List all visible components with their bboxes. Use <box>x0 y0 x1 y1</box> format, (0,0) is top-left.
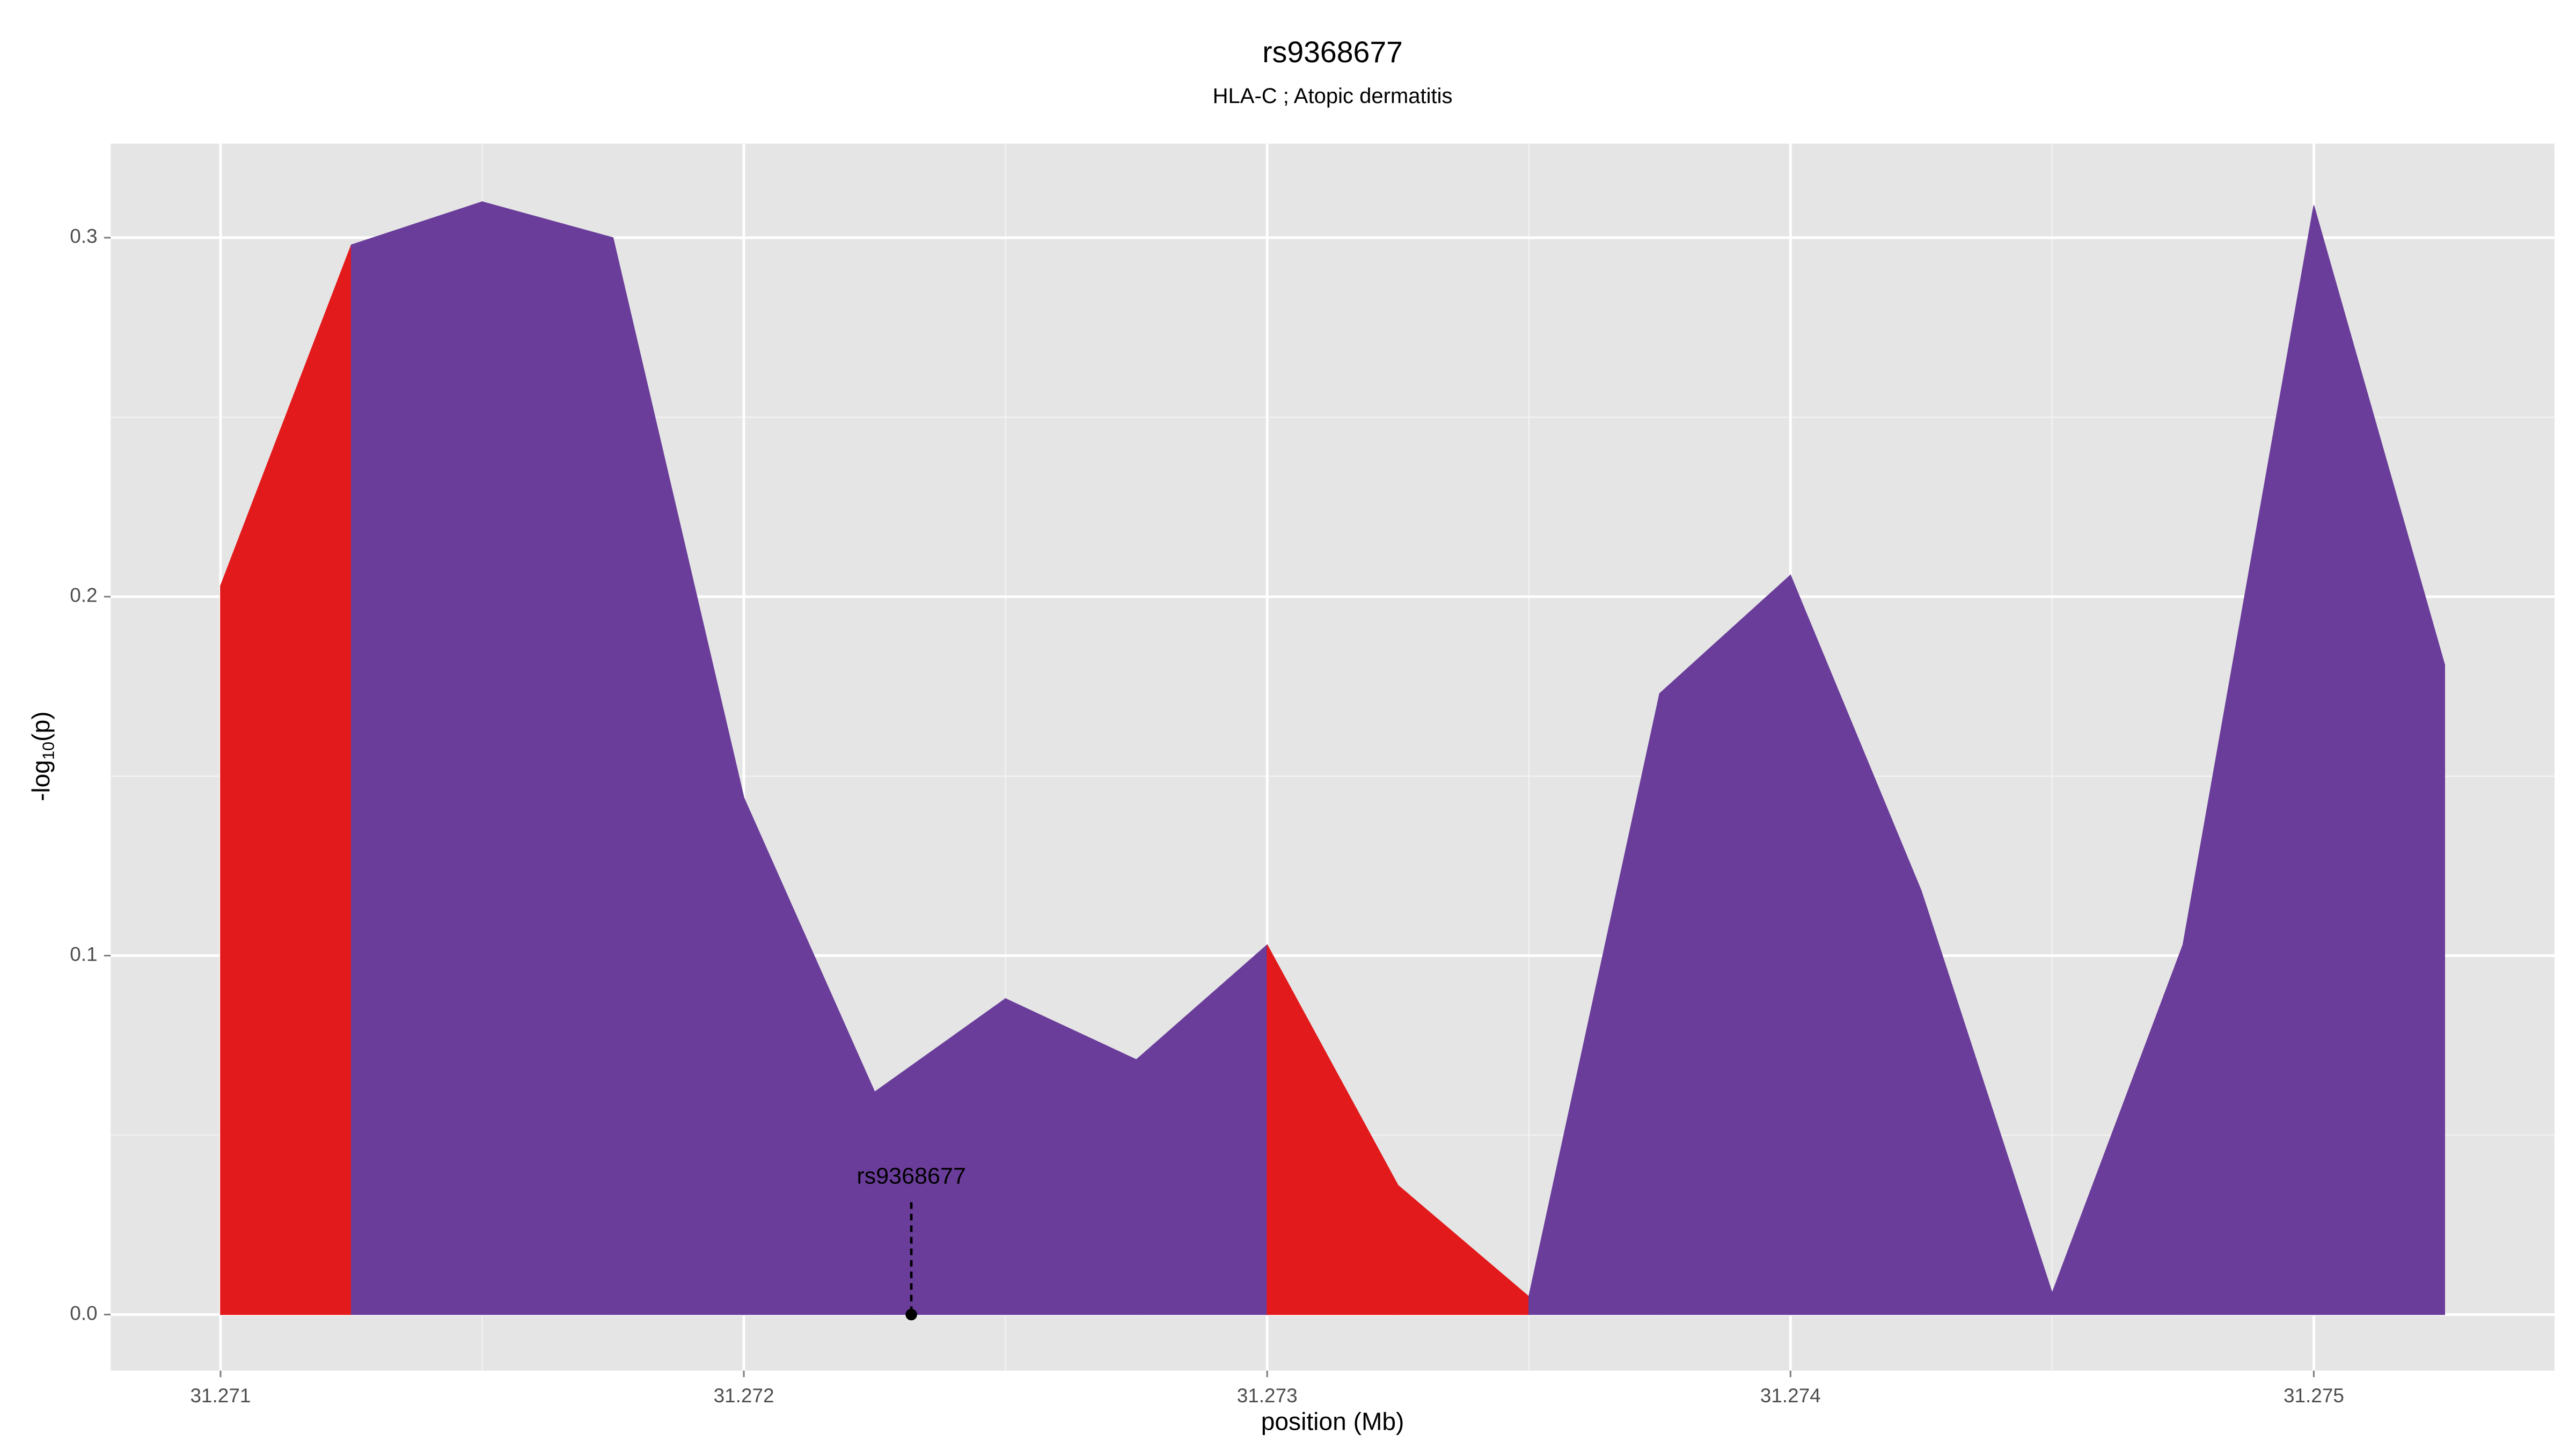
area-segment <box>350 201 483 1315</box>
x-tick-label: 31.271 <box>190 1385 251 1407</box>
x-tick-label: 31.272 <box>714 1385 774 1407</box>
x-tick-label: 31.275 <box>2284 1385 2344 1407</box>
chart-title: rs9368677 <box>1262 35 1403 69</box>
area-segment <box>1659 574 1791 1315</box>
x-axis-label: position (Mb) <box>1261 1407 1404 1435</box>
y-tick-label: 0.0 <box>70 1302 97 1324</box>
y-tick-label: 0.3 <box>70 225 97 247</box>
x-tick-label: 31.273 <box>1237 1385 1298 1407</box>
y-axis-label-sub: 10 <box>39 742 57 760</box>
annotation-point <box>905 1308 917 1321</box>
x-tick-label: 31.274 <box>1760 1385 1821 1407</box>
y-tick-label: 0.1 <box>70 943 97 965</box>
y-axis-label-tail: (p) <box>27 711 55 741</box>
area-segment <box>481 201 614 1315</box>
y-axis-label-base: -log <box>27 760 55 801</box>
annotation-label: rs9368677 <box>857 1163 966 1189</box>
y-axis-label: -log10(p) <box>27 711 57 801</box>
chart-subtitle: HLA-C ; Atopic dermatitis <box>1213 84 1453 108</box>
area-segment <box>2313 205 2445 1315</box>
y-tick-label: 0.2 <box>70 584 97 606</box>
